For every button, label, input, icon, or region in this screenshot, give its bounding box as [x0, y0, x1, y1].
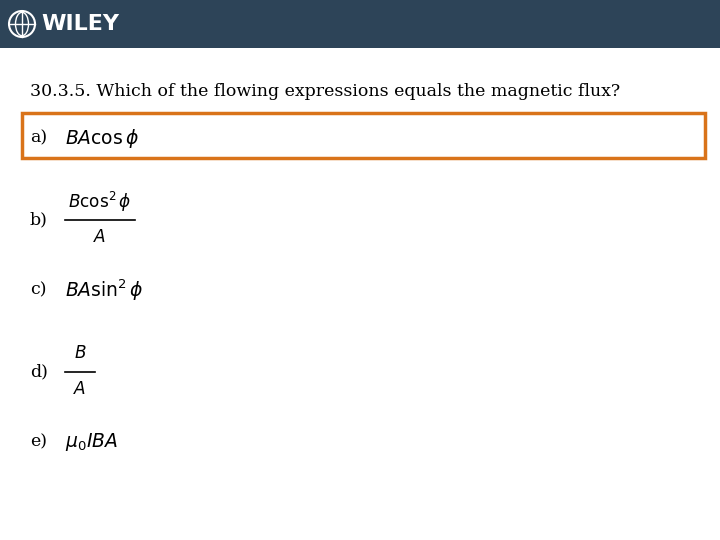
Text: b): b) — [30, 212, 48, 228]
Text: $BA\cos\phi$: $BA\cos\phi$ — [65, 126, 139, 150]
Text: a): a) — [30, 130, 47, 146]
Bar — [0, 0, 720, 48]
Text: d): d) — [30, 363, 48, 381]
Text: e): e) — [30, 434, 47, 450]
Text: $BA\sin^2\phi$: $BA\sin^2\phi$ — [65, 277, 143, 303]
Text: $A$: $A$ — [94, 230, 107, 246]
Text: $\mu_0 IBA$: $\mu_0 IBA$ — [65, 431, 118, 453]
Text: c): c) — [30, 281, 47, 299]
Bar — [22, 113, 705, 158]
Text: $B\cos^2\phi$: $B\cos^2\phi$ — [68, 190, 132, 214]
Text: WILEY: WILEY — [41, 14, 119, 34]
Text: 30.3.5. Which of the flowing expressions equals the magnetic flux?: 30.3.5. Which of the flowing expressions… — [30, 83, 620, 100]
Text: $B$: $B$ — [73, 346, 86, 362]
Text: $A$: $A$ — [73, 381, 86, 399]
